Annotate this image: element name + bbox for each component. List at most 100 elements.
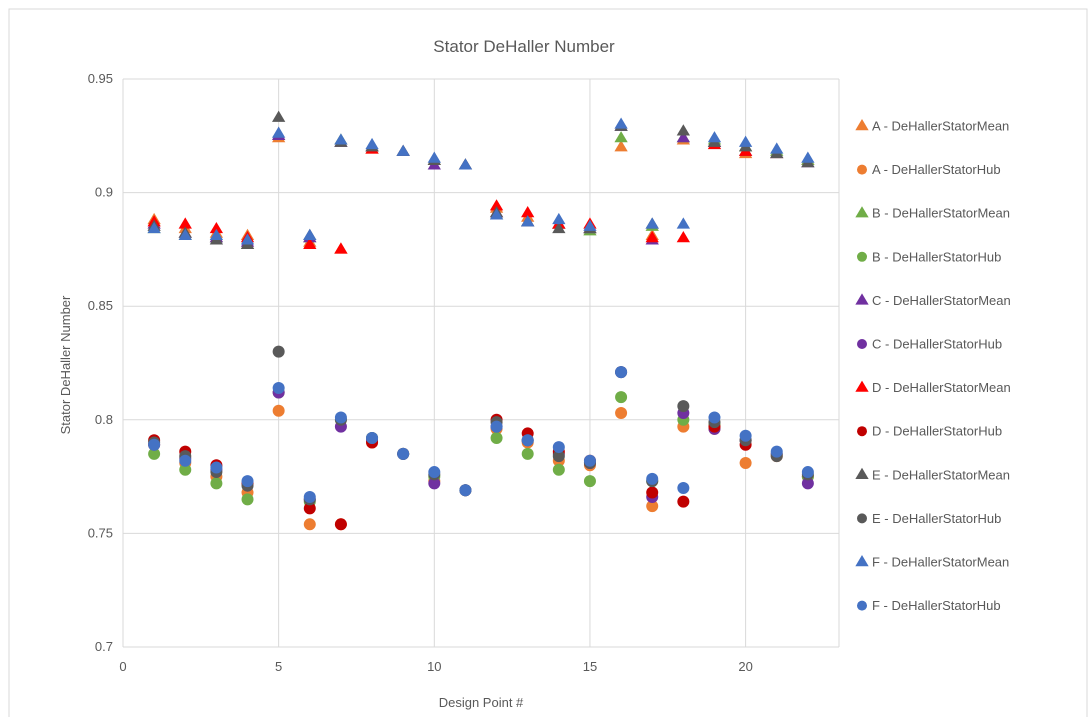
data-point — [552, 450, 565, 463]
data-point — [334, 133, 348, 145]
data-point — [303, 502, 316, 515]
data-point — [739, 429, 752, 442]
data-point — [272, 345, 285, 358]
x-tick-label: 5 — [275, 659, 282, 674]
legend-label: E - DeHallerStatorMean — [872, 467, 1010, 482]
data-point — [676, 124, 690, 136]
x-tick-label: 15 — [583, 659, 597, 674]
data-point — [615, 406, 628, 419]
legend-label: F - DeHallerStatorMean — [872, 555, 1009, 570]
data-point — [770, 445, 783, 458]
data-point — [801, 466, 814, 479]
data-point — [489, 199, 504, 211]
legend-circle-marker — [857, 251, 867, 262]
axes: 0.7 0.75 0.8 0.85 0.9 0.95 0 5 10 15 20 — [88, 71, 753, 674]
data-point — [645, 217, 659, 229]
legend-circle-marker — [857, 513, 867, 524]
series-11 — [148, 366, 814, 504]
data-point — [646, 472, 659, 485]
data-point — [646, 500, 659, 513]
data-point — [272, 110, 286, 122]
data-point — [365, 137, 379, 150]
legend-item: C - DeHallerStatorHub — [857, 337, 1002, 352]
legend-label: F - DeHallerStatorHub — [872, 598, 1001, 613]
data-point — [458, 158, 473, 170]
data-point — [272, 404, 285, 417]
data-point — [583, 475, 596, 488]
data-point — [739, 456, 752, 469]
legend-item: E - DeHallerStatorHub — [857, 511, 1001, 526]
data-point — [614, 117, 628, 129]
legend: A - DeHallerStatorMean A - DeHallerStator… — [855, 119, 1011, 613]
data-point — [240, 233, 255, 245]
legend-label: C - DeHallerStatorMean — [872, 293, 1011, 308]
data-point — [428, 477, 441, 490]
data-point — [708, 411, 721, 424]
legend-label: B - DeHallerStatorMean — [872, 206, 1010, 221]
data-point — [334, 242, 348, 254]
legend-item: D - DeHallerStatorHub — [857, 424, 1002, 439]
data-point — [615, 366, 628, 379]
y-tick-label: 0.85 — [88, 298, 113, 313]
legend-item: D - DeHallerStatorMean — [855, 380, 1011, 395]
data-point — [552, 221, 566, 234]
data-points — [147, 110, 815, 531]
data-point — [614, 131, 628, 143]
data-point — [366, 431, 379, 444]
data-point — [677, 481, 690, 494]
x-axis-title: Design Point # — [439, 695, 524, 710]
data-point — [148, 438, 161, 451]
data-point — [676, 217, 690, 229]
legend-label: C - DeHallerStatorHub — [872, 337, 1002, 352]
data-point — [738, 135, 753, 147]
data-point — [552, 463, 565, 476]
data-point — [521, 434, 534, 447]
gridlines — [122, 78, 840, 648]
x-tick-label: 10 — [427, 659, 441, 674]
data-point — [489, 208, 504, 220]
data-point — [677, 400, 690, 413]
data-point — [241, 493, 254, 506]
x-tick-label: 20 — [738, 659, 752, 674]
data-point — [334, 411, 347, 424]
x-tick-label: 0 — [119, 659, 126, 674]
data-point — [179, 463, 192, 476]
legend-item: C - DeHallerStatorMean — [855, 293, 1011, 308]
legend-triangle-marker — [855, 380, 869, 392]
data-point — [459, 484, 472, 497]
legend-triangle-marker — [855, 293, 869, 305]
data-point — [521, 206, 535, 218]
legend-item: A - DeHallerStatorHub — [857, 162, 1001, 177]
chart-title: Stator DeHaller Number — [433, 37, 615, 56]
data-point — [521, 447, 534, 460]
data-point — [272, 381, 285, 394]
legend-label: E - DeHallerStatorHub — [872, 511, 1001, 526]
legend-circle-marker — [857, 164, 867, 175]
data-point — [397, 447, 410, 460]
legend-item: B - DeHallerStatorHub — [857, 249, 1001, 264]
data-point — [303, 228, 317, 240]
data-point — [552, 441, 565, 454]
data-point — [801, 151, 815, 163]
data-point — [707, 131, 722, 143]
legend-label: D - DeHallerStatorMean — [872, 380, 1011, 395]
legend-triangle-marker — [855, 206, 869, 218]
legend-triangle-marker — [855, 555, 869, 567]
data-point — [676, 231, 690, 243]
data-point — [646, 486, 659, 499]
legend-item: E - DeHallerStatorMean — [855, 467, 1010, 482]
data-point — [303, 491, 316, 504]
data-point — [209, 228, 224, 240]
legend-circle-marker — [857, 426, 867, 437]
legend-item: F - DeHallerStatorHub — [857, 598, 1001, 613]
data-point — [428, 466, 441, 479]
legend-circle-marker — [857, 339, 867, 349]
data-point — [770, 142, 784, 154]
data-point — [147, 221, 161, 234]
series-10 — [147, 117, 815, 245]
data-point — [801, 477, 814, 490]
data-point — [490, 420, 503, 433]
legend-label: B - DeHallerStatorHub — [872, 249, 1001, 264]
chart-frame — [8, 8, 1088, 717]
